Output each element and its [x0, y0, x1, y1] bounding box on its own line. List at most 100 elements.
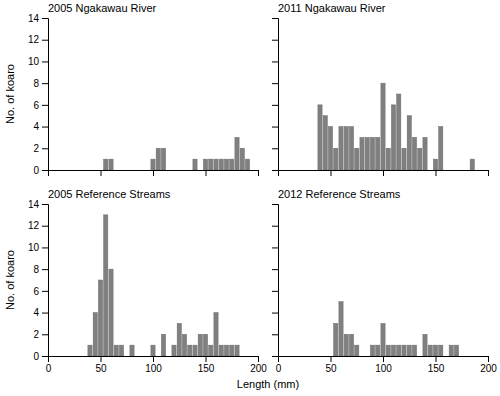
y-tick-mark: [272, 334, 278, 335]
x-tick: [436, 170, 437, 176]
panel-title: 2005 Reference Streams: [48, 188, 171, 200]
x-tick-label: 0: [276, 363, 282, 374]
bar: [355, 345, 359, 356]
bar: [177, 323, 181, 356]
bar: [230, 159, 234, 170]
y-tick-mark: [42, 105, 48, 106]
x-tick: 150: [428, 356, 445, 374]
y-axis: [272, 205, 279, 357]
x-axis-line: [49, 357, 259, 363]
x-tick-mark: [206, 356, 207, 362]
x-axis-line: [279, 357, 489, 363]
x-tick-label: 200: [250, 363, 267, 374]
x-tick: [153, 170, 154, 176]
y-tick-mark: [272, 356, 278, 357]
plot-area: [318, 83, 474, 170]
bar: [391, 345, 395, 356]
plot-area: [334, 302, 459, 356]
bar: [104, 215, 108, 356]
x-tick: [383, 170, 384, 176]
bar: [386, 345, 390, 356]
y-tick-label: 14: [28, 199, 40, 210]
y-tick-mark: [42, 247, 48, 248]
y-tick-mark: [42, 127, 48, 128]
bar: [172, 345, 176, 356]
x-tick-mark: [488, 170, 489, 176]
x-tick-mark: [153, 170, 154, 176]
bar: [428, 345, 432, 356]
bar: [381, 83, 385, 170]
bar: [349, 334, 353, 356]
x-tick: [488, 170, 489, 176]
bar: [433, 345, 437, 356]
y-tick: 10: [28, 56, 48, 67]
y-tick-mark: [42, 18, 48, 19]
x-tick: 50: [325, 356, 337, 374]
plot-area: [104, 137, 250, 170]
panel: 2011 Ngakawau River: [272, 2, 489, 176]
bar: [449, 345, 453, 356]
y-tick-mark: [42, 269, 48, 270]
bar: [219, 159, 223, 170]
bar: [98, 280, 102, 356]
bar: [339, 127, 343, 170]
bar: [235, 137, 239, 170]
y-axis: 02468101214: [28, 13, 49, 176]
bar: [407, 345, 411, 356]
x-tick: 150: [198, 356, 215, 374]
y-tick: [272, 83, 278, 84]
y-tick-mark: [272, 83, 278, 84]
y-tick: 6: [33, 100, 48, 111]
y-tick-mark: [42, 204, 48, 205]
bar: [334, 148, 338, 170]
bar: [433, 159, 437, 170]
y-tick: [272, 170, 278, 171]
y-tick: [272, 291, 278, 292]
plot-area: [88, 215, 239, 356]
y-tick: 4: [33, 121, 48, 132]
y-tick: [272, 105, 278, 106]
x-tick: 0: [46, 356, 52, 374]
bar: [203, 159, 207, 170]
x-tick: 200: [480, 356, 497, 374]
bar: [88, 345, 92, 356]
x-tick-mark: [383, 170, 384, 176]
bar: [334, 323, 338, 356]
x-tick: [331, 170, 332, 176]
y-axis: 02468101214: [28, 199, 49, 362]
x-tick-mark: [206, 170, 207, 176]
bar: [109, 269, 113, 356]
x-tick: 100: [145, 356, 162, 374]
bar: [381, 323, 385, 356]
bar: [235, 345, 239, 356]
y-tick-mark: [272, 105, 278, 106]
bar: [214, 313, 218, 356]
y-tick-label: 10: [28, 242, 40, 253]
y-tick-label: 2: [33, 143, 39, 154]
x-tick-mark: [153, 356, 154, 362]
bar: [328, 127, 332, 170]
y-tick: 14: [28, 199, 48, 210]
y-tick-mark: [272, 204, 278, 205]
y-tick-label: 4: [33, 307, 39, 318]
x-axis: [279, 170, 489, 176]
panel: 024681012142005 Ngakawau RiverNo. of koa…: [4, 2, 259, 176]
y-tick-mark: [42, 226, 48, 227]
panel-title: 2011 Ngakawau River: [278, 2, 386, 14]
y-tick-mark: [272, 127, 278, 128]
bar: [397, 94, 401, 170]
x-tick-label: 100: [145, 363, 162, 374]
bar: [93, 313, 97, 356]
y-tick: [272, 40, 278, 41]
bar: [161, 334, 165, 356]
y-tick: [272, 226, 278, 227]
bar: [318, 105, 322, 170]
y-tick: 4: [33, 307, 48, 318]
x-axis-title: Length (mm): [237, 378, 299, 390]
bar: [376, 137, 380, 170]
bar: [193, 159, 197, 170]
bar: [193, 345, 197, 356]
y-tick-mark: [42, 313, 48, 314]
y-tick-label: 12: [28, 34, 40, 45]
figure: 024681012142005 Ngakawau RiverNo. of koa…: [0, 0, 500, 396]
